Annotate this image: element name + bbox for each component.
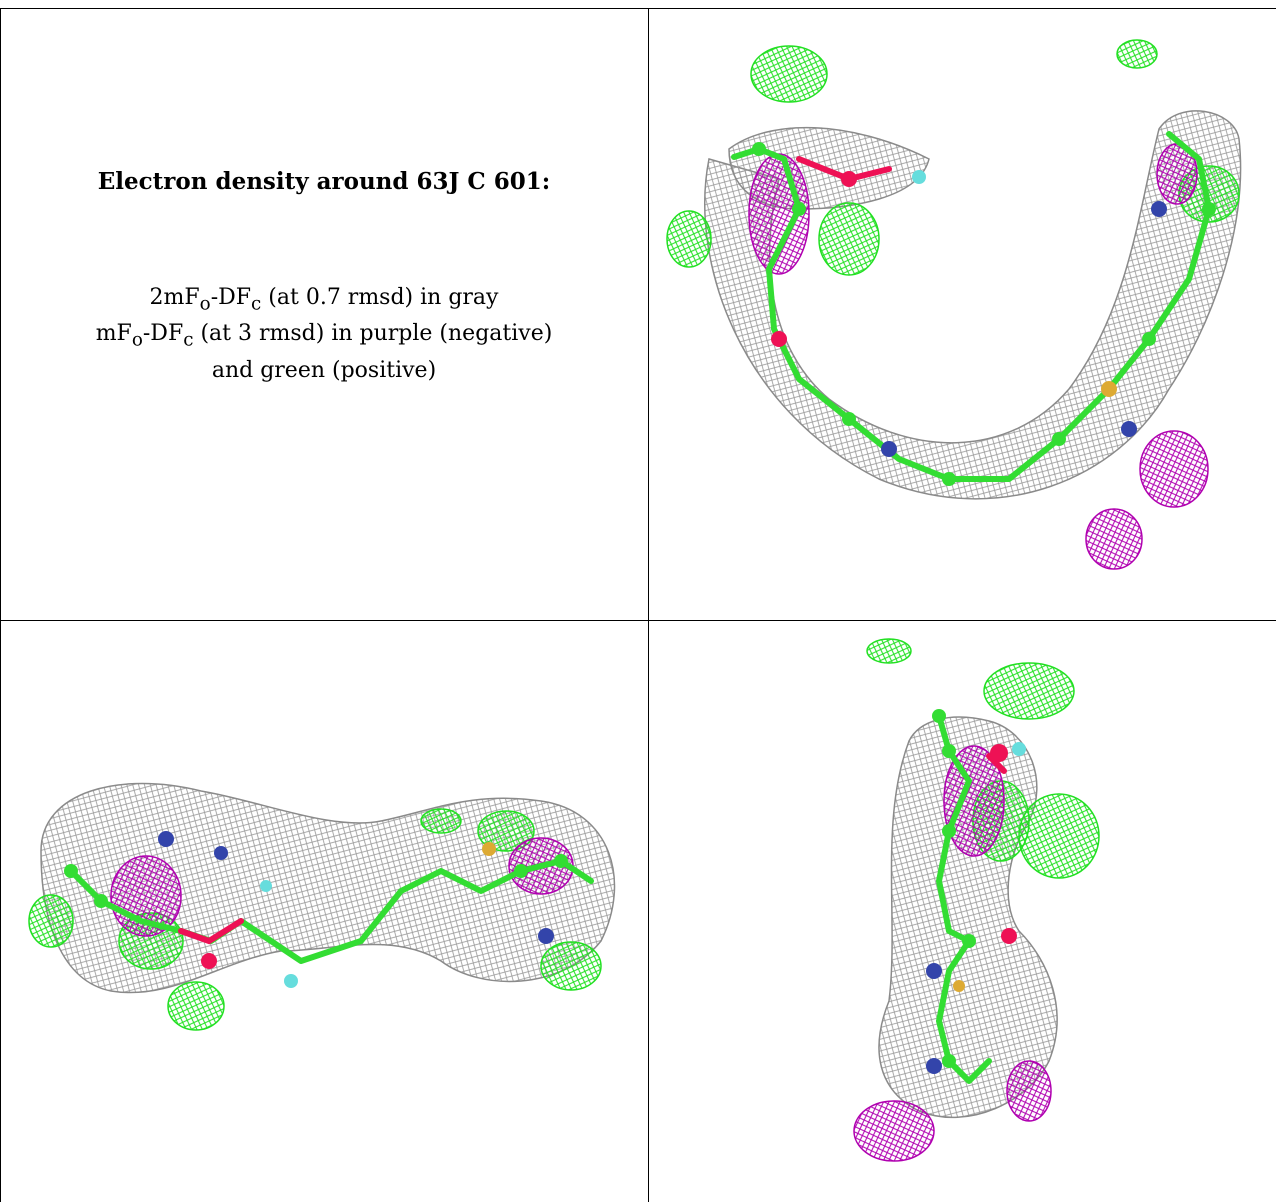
positive-density-blob [420, 808, 462, 834]
carbon-atom [1202, 202, 1216, 216]
positive-density-blob [167, 981, 225, 1031]
caption-text: -DF [210, 285, 252, 310]
border-top [0, 8, 1276, 9]
caption-line-fofc: mFo-DFc (at 3 rmsd) in purple (negative) [0, 319, 648, 355]
ligand-bonds [731, 131, 1212, 482]
density-view-bottom-left [1, 621, 648, 1202]
fluorine-atom [260, 880, 272, 892]
negative-density-blob [1139, 430, 1209, 508]
sulfur-atom [1101, 381, 1117, 397]
carbon-atom [64, 864, 78, 878]
density-2fofc-mesh [40, 782, 616, 994]
border-left [0, 8, 1, 1202]
caption-text: (at 3 rmsd) in purple (negative) [193, 321, 553, 347]
fluorine-atom [284, 974, 298, 988]
sulfur-atom [953, 980, 965, 992]
density-2fofc-mesh [704, 110, 1242, 500]
nitrogen-atom [214, 846, 228, 860]
nitrogen-atom [538, 928, 554, 944]
positive-density-blob [866, 638, 912, 664]
sulfur-atom [482, 842, 496, 856]
fluorine-atom [912, 170, 926, 184]
ligand-bonds [178, 918, 244, 945]
carbon-atom [942, 744, 956, 758]
density-render-2 [28, 782, 616, 1031]
caption-text: 2mF [149, 285, 200, 310]
caption-subscript: c [251, 293, 262, 315]
positive-density-blob [750, 45, 828, 103]
oxygen-atom [201, 953, 217, 969]
caption-subscript: c [183, 329, 194, 351]
positive-density-blob [1116, 39, 1158, 69]
carbon-atom [842, 412, 856, 426]
carbon-atom [792, 202, 806, 216]
positive-density-blob [818, 202, 880, 276]
oxygen-atom [1001, 928, 1017, 944]
border-middle-vertical [648, 8, 649, 1202]
nitrogen-atom [926, 963, 942, 979]
ligand-bonds [986, 753, 1007, 774]
ligand-bonds [68, 858, 594, 964]
nitrogen-atom [158, 831, 174, 847]
negative-density-blob [943, 745, 1005, 857]
caption-line-colors: and green (positive) [211, 357, 437, 383]
carbon-atom [932, 709, 946, 723]
nitrogen-atom [881, 441, 897, 457]
negative-density-blob [1085, 508, 1143, 570]
carbon-atom [514, 864, 528, 878]
carbon-atom [554, 854, 568, 868]
nitrogen-atom [1151, 201, 1167, 217]
density-view-top-right [649, 9, 1276, 620]
density-render-3 [853, 638, 1100, 1162]
caption-line-2fofc: 2mFo-DFc (at 0.7 rmsd) in gray [0, 283, 648, 319]
caption-description: 2mFo-DFc (at 0.7 rmsd) in gray mFo-DFc (… [0, 283, 648, 386]
negative-density-blob [853, 1100, 935, 1162]
caption-subscript: o [199, 293, 211, 315]
carbon-atom [752, 142, 766, 156]
negative-density-blob [1006, 1060, 1052, 1122]
positive-density-blob [477, 810, 535, 852]
positive-density-blob [666, 210, 712, 268]
carbon-atom [942, 1054, 956, 1068]
carbon-atom [1142, 332, 1156, 346]
nitrogen-atom [1121, 421, 1137, 437]
oxygen-atom [990, 744, 1008, 762]
positive-density-blob [1018, 793, 1100, 879]
nitrogen-atom [926, 1058, 942, 1074]
oxygen-atom [771, 331, 787, 347]
caption-text: (at 0.7 rmsd) in gray [261, 285, 499, 310]
carbon-atom [942, 472, 956, 486]
oxygen-atom [841, 171, 857, 187]
carbon-atom [962, 934, 976, 948]
border-middle-horizontal [0, 620, 1276, 621]
carbon-atom [1052, 432, 1066, 446]
caption-title: Electron density around 63J C 601: [97, 168, 551, 195]
positive-density-blob [540, 941, 602, 991]
carbon-atom [942, 824, 956, 838]
caption-text: mF [95, 321, 132, 347]
positive-density-blob [28, 894, 74, 948]
caption-subscript: o [131, 329, 143, 351]
caption-text: -DF [142, 321, 184, 347]
positive-density-blob [983, 662, 1075, 720]
density-render-1 [666, 39, 1242, 570]
density-view-bottom-right [649, 621, 1276, 1202]
carbon-atom [94, 894, 108, 908]
caption-cell: Electron density around 63J C 601: 2mFo-… [0, 0, 648, 620]
fluorine-atom [1012, 742, 1026, 756]
